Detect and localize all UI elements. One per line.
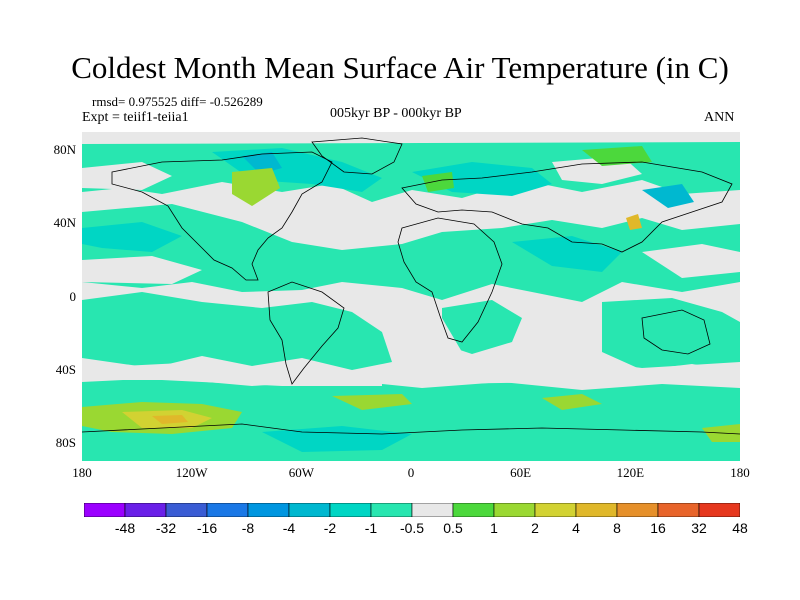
color-legend-label: 8 bbox=[613, 520, 621, 536]
color-legend-svg bbox=[83, 502, 741, 518]
color-legend-swatch bbox=[83, 502, 126, 518]
y-tick-label: 80N bbox=[53, 142, 76, 158]
color-legend-label: 4 bbox=[572, 520, 580, 536]
x-tick-label: 0 bbox=[407, 465, 415, 480]
south-america-outline bbox=[267, 281, 345, 385]
color-legend-swatch bbox=[247, 502, 290, 518]
color-legend-label: 2 bbox=[531, 520, 539, 536]
color-legend-swatch bbox=[329, 502, 372, 518]
greenland-outline bbox=[311, 137, 403, 175]
y-tick-label: 80S bbox=[55, 434, 76, 450]
x-tick-label: 180 bbox=[730, 465, 750, 480]
color-legend-swatch bbox=[452, 502, 495, 518]
experiment-label: Expt = teiif1-teiia1 bbox=[82, 110, 189, 125]
color-legend-label: 48 bbox=[732, 520, 748, 536]
stats-line: rmsd= 0.975525 diff= -0.526289 bbox=[92, 94, 263, 109]
color-legend-label: -48 bbox=[114, 520, 136, 536]
color-legend-swatch bbox=[370, 502, 413, 518]
rmsd-stat: rmsd= 0.975525 bbox=[92, 94, 178, 109]
y-tick-label: 40S bbox=[55, 361, 76, 377]
color-legend-swatch bbox=[575, 502, 618, 518]
color-legend-swatch bbox=[124, 502, 167, 518]
diff-stat: diff= -0.526289 bbox=[180, 94, 263, 109]
x-tick-label: 180 bbox=[72, 465, 92, 480]
color-legend-swatch bbox=[288, 502, 331, 518]
color-legend-label: 32 bbox=[691, 520, 707, 536]
color-legend-label: -32 bbox=[155, 520, 177, 536]
world-map-anomaly bbox=[82, 132, 740, 461]
color-legend-label: 1 bbox=[490, 520, 498, 536]
cool-anomaly-field bbox=[82, 142, 740, 461]
color-legend-label: -4 bbox=[282, 520, 296, 536]
color-legend-swatch bbox=[206, 502, 249, 518]
color-legend-label: -1 bbox=[364, 520, 378, 536]
antarctica-outline bbox=[82, 423, 740, 435]
color-legend-bar bbox=[83, 502, 741, 518]
color-legend-swatch bbox=[616, 502, 659, 518]
color-legend-label: -2 bbox=[323, 520, 337, 536]
x-tick-label: 120E bbox=[616, 465, 645, 480]
y-tick-label: 40N bbox=[53, 215, 76, 231]
plot-title: Coldest Month Mean Surface Air Temperatu… bbox=[71, 50, 729, 85]
time-range-subtitle: 005kyr BP - 000kyr BP bbox=[330, 106, 462, 121]
color-legend-label: -8 bbox=[241, 520, 255, 536]
australia-outline bbox=[641, 309, 711, 355]
coastlines bbox=[82, 137, 740, 435]
color-legend-swatch bbox=[493, 502, 536, 518]
x-tick-label: 60W bbox=[288, 465, 314, 480]
eurasia-outline bbox=[401, 161, 733, 253]
season-label: ANN bbox=[704, 110, 735, 125]
color-legend-swatch bbox=[165, 502, 208, 518]
y-tick-label: 0 bbox=[69, 288, 77, 304]
north-america-outline bbox=[111, 151, 333, 281]
color-legend-label: -0.5 bbox=[399, 520, 425, 536]
color-legend-label: -16 bbox=[196, 520, 218, 536]
x-tick-label: 120W bbox=[175, 465, 208, 480]
color-legend-label: 0.5 bbox=[443, 520, 463, 536]
africa-outline bbox=[397, 217, 503, 343]
color-legend-swatch bbox=[698, 502, 741, 518]
color-legend-swatch bbox=[534, 502, 577, 518]
x-tick-label: 60E bbox=[510, 465, 532, 480]
color-legend-swatch bbox=[657, 502, 700, 518]
color-legend-swatch bbox=[411, 502, 454, 518]
color-legend-label: 16 bbox=[650, 520, 666, 536]
neutral-anomaly-patches bbox=[82, 156, 740, 386]
